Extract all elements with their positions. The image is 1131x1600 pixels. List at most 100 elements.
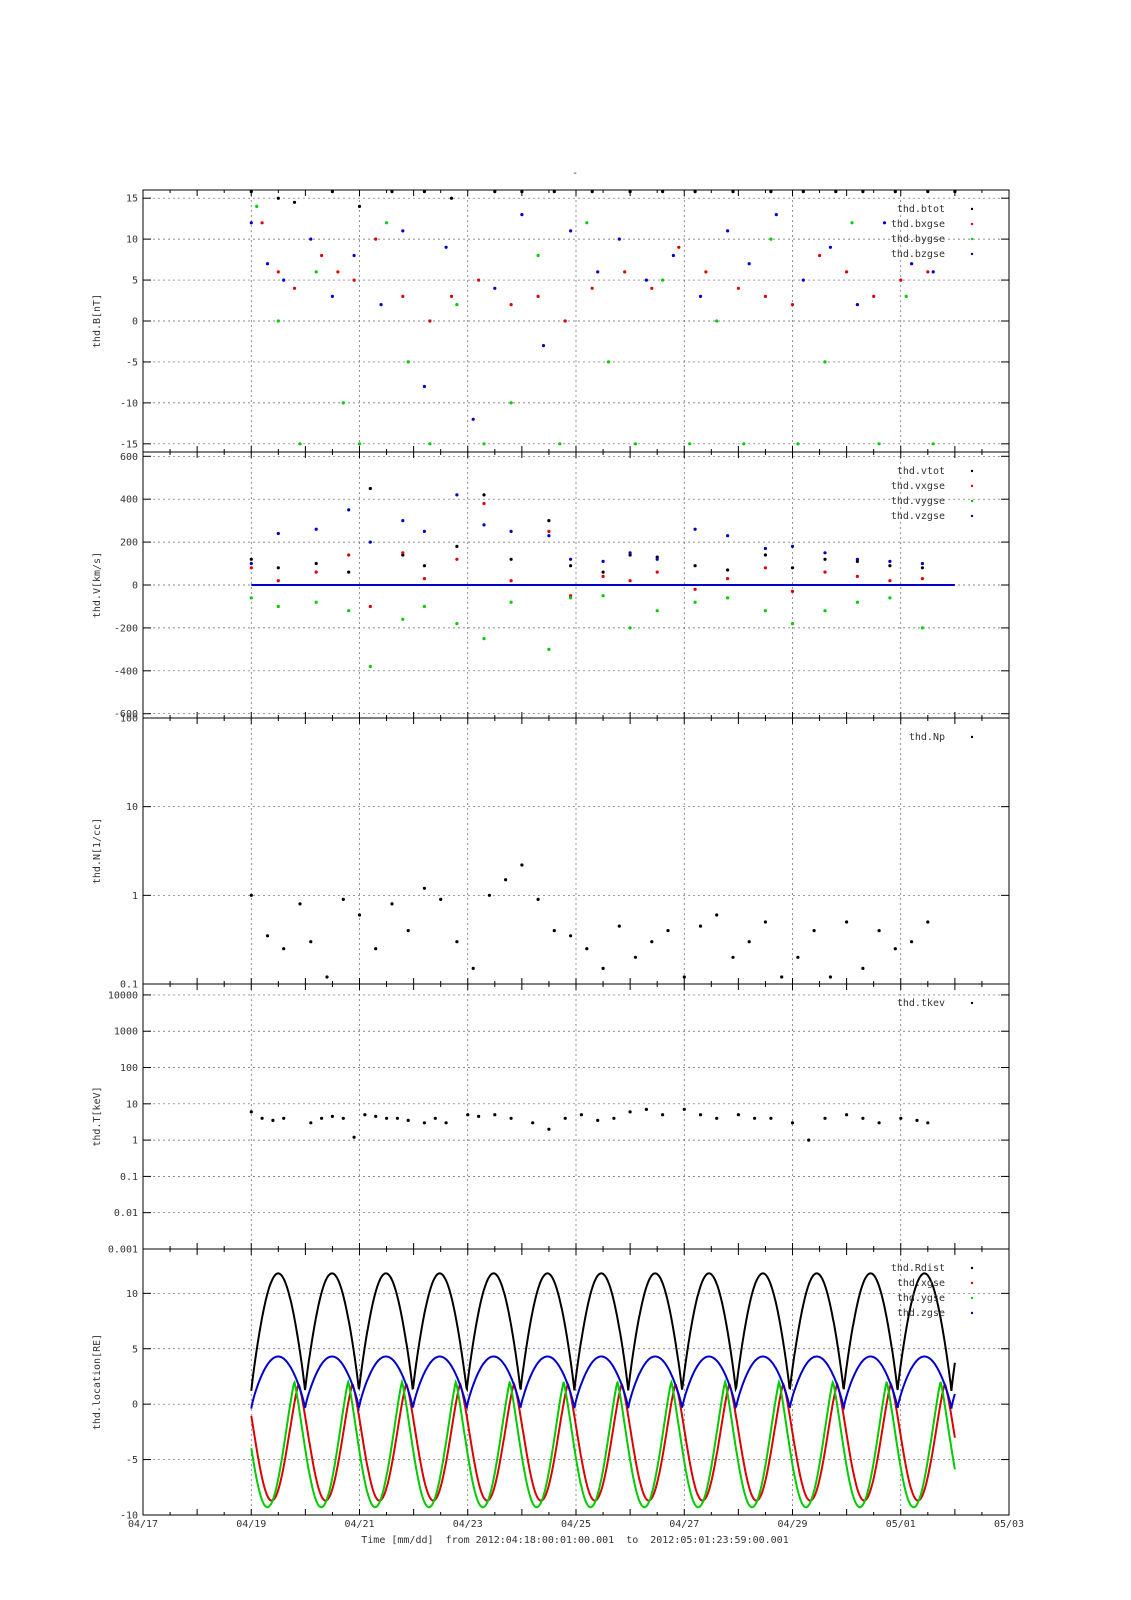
data-point-thd.Np bbox=[520, 863, 524, 867]
legend-marker bbox=[970, 484, 974, 488]
data-point-thd.bygse bbox=[455, 303, 459, 307]
data-point-thd.Np bbox=[282, 947, 286, 951]
data-point-thd.bygse bbox=[931, 442, 935, 446]
data-point-thd.bzgse bbox=[774, 213, 778, 217]
data-point-thd.Np bbox=[747, 940, 751, 944]
y-tick-label: 10 bbox=[126, 802, 138, 813]
data-point-thd.bzgse bbox=[330, 294, 334, 298]
data-point-thd.tkev bbox=[466, 1113, 470, 1117]
data-point-thd.tkev bbox=[385, 1116, 389, 1120]
data-point-thd.vxgse bbox=[401, 551, 405, 555]
data-point-thd.Np bbox=[861, 966, 865, 971]
y-tick-label: 400 bbox=[120, 495, 138, 506]
data-point-thd.Np bbox=[455, 940, 459, 944]
data-point-thd.vtot bbox=[401, 553, 405, 557]
legend-marker bbox=[970, 1281, 974, 1285]
legend-label: thd.xgse bbox=[897, 1278, 945, 1289]
data-point-thd.bzgse bbox=[352, 253, 356, 258]
data-point-thd.bzgse bbox=[726, 229, 730, 233]
legend-marker bbox=[970, 1311, 974, 1315]
panel-N: 100 10 1 0.1 thd.N[1/cc] thd.Np bbox=[92, 714, 1010, 991]
data-point-thd.bxgse bbox=[736, 286, 741, 290]
data-point-thd.bzgse bbox=[309, 237, 313, 241]
data-point-thd.vtot bbox=[455, 544, 459, 549]
data-point-thd.bzgse bbox=[249, 221, 253, 225]
data-point-thd.vzgse bbox=[763, 546, 768, 551]
data-point-thd.vzgse bbox=[693, 527, 697, 531]
data-point-thd.bzgse bbox=[617, 237, 621, 241]
data-point-thd.vzgse bbox=[422, 529, 426, 534]
data-point-thd.btot bbox=[292, 200, 297, 204]
data-point-thd.bxgse bbox=[509, 303, 513, 307]
data-point-thd.Np bbox=[471, 966, 475, 971]
data-point-thd.vzgse bbox=[823, 551, 827, 555]
data-point-thd.tkev bbox=[309, 1121, 313, 1125]
data-point-thd.tkev bbox=[682, 1107, 686, 1111]
y-tick-label: -200 bbox=[114, 623, 138, 634]
data-point-thd.vtot bbox=[347, 570, 351, 574]
y-tick-label: -10 bbox=[120, 1511, 138, 1522]
data-point-thd.bzgse bbox=[931, 270, 935, 274]
data-point-thd.bygse bbox=[661, 278, 665, 282]
data-point-thd.Np bbox=[439, 897, 443, 902]
data-point-thd.Np bbox=[325, 975, 329, 979]
data-point-thd.bygse bbox=[314, 270, 318, 274]
data-point-thd.vtot bbox=[368, 486, 372, 491]
legend-label: thd.bzgse bbox=[891, 249, 945, 260]
data-point-thd.bzgse bbox=[520, 213, 524, 217]
data-point-thd.tkev bbox=[753, 1116, 757, 1120]
legend-marker bbox=[970, 469, 974, 473]
data-point-thd.bxgse bbox=[260, 221, 264, 225]
y-tick-label: 100 bbox=[120, 714, 138, 725]
data-point-thd.tkev bbox=[374, 1114, 378, 1118]
data-point-thd.bxgse bbox=[352, 278, 356, 282]
data-point-thd.vygse bbox=[628, 626, 632, 630]
data-point-thd.Np bbox=[698, 924, 703, 928]
y-tick-label: 1 bbox=[132, 1136, 138, 1147]
legend-label: thd.btot bbox=[897, 204, 945, 215]
data-point-thd.tkev bbox=[644, 1107, 649, 1111]
data-point-thd.vzgse bbox=[569, 557, 573, 561]
data-point-thd.bxgse bbox=[374, 237, 378, 241]
legend-marker bbox=[970, 514, 974, 518]
panel-frame bbox=[142, 1248, 1010, 1516]
data-point-thd.vygse bbox=[726, 596, 730, 600]
data-point-thd.Np bbox=[569, 934, 573, 938]
data-point-thd.bygse bbox=[406, 360, 410, 364]
data-point-thd.tkev bbox=[845, 1113, 849, 1117]
data-point-thd.Np bbox=[666, 929, 670, 933]
data-point-thd.bxgse bbox=[623, 270, 627, 274]
data-point-thd.bzgse bbox=[644, 278, 649, 282]
data-point-thd.tkev bbox=[899, 1116, 903, 1120]
data-point-thd.vtot bbox=[920, 566, 925, 570]
data-point-thd.tkev bbox=[823, 1116, 827, 1120]
data-point-thd.tkev bbox=[422, 1121, 426, 1125]
data-point-thd.vzgse bbox=[790, 544, 795, 549]
data-point-thd.vzgse bbox=[628, 551, 632, 555]
data-point-thd.Np bbox=[780, 975, 784, 979]
data-point-thd.vtot bbox=[693, 564, 697, 568]
data-point-thd.vtot bbox=[601, 570, 605, 574]
data-point-thd.vygse bbox=[482, 637, 486, 641]
panels: 151050-5-10-15thd.B[nT]thd.btotthd.bxgse… bbox=[92, 189, 1010, 1522]
data-point-thd.btot bbox=[893, 190, 897, 194]
data-point-thd.tkev bbox=[769, 1116, 773, 1120]
data-point-thd.bzgse bbox=[282, 278, 286, 282]
data-point-thd.Np bbox=[731, 955, 735, 959]
legend-marker bbox=[970, 1001, 974, 1005]
data-point-thd.bxgse bbox=[449, 294, 454, 298]
data-point-thd.bzgse bbox=[541, 344, 546, 348]
y-tick-label: 15 bbox=[126, 194, 138, 205]
data-point-thd.vtot bbox=[509, 557, 513, 561]
data-point-thd.btot bbox=[861, 190, 865, 194]
data-point-thd.bzgse bbox=[379, 303, 383, 307]
data-point-thd.bzgse bbox=[265, 262, 270, 266]
data-point-thd.tkev bbox=[363, 1113, 367, 1117]
data-point-thd.bygse bbox=[688, 442, 692, 446]
data-point-thd.vtot bbox=[276, 566, 280, 570]
y-tick-label: 200 bbox=[120, 538, 138, 549]
data-point-thd.bzgse bbox=[910, 262, 914, 266]
data-point-thd.bxgse bbox=[763, 294, 768, 298]
data-point-thd.tkev bbox=[406, 1118, 410, 1122]
